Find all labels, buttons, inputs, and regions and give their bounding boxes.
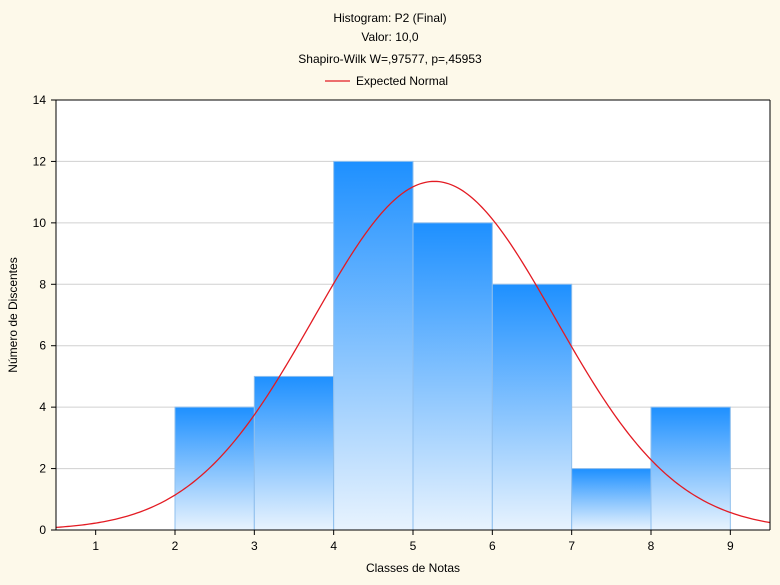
x-tick-label: 6 [489,539,496,553]
x-tick-label: 9 [727,539,734,553]
x-axis-label: Classes de Notas [366,561,460,575]
expected-normal-curve [56,180,770,529]
chart-title: Histogram: P2 (Final) [333,11,446,25]
y-tick-label: 2 [39,462,46,476]
x-tick-label: 8 [648,539,655,553]
y-tick-label: 0 [39,523,46,537]
histogram-bar-6 [571,468,652,531]
x-tick-label: 2 [172,539,179,553]
chart-subtitle-2: Shapiro-Wilk W=,97577, p=,45953 [298,52,482,66]
histogram-bar-5 [491,283,573,531]
histogram-bar-3 [333,160,414,531]
x-tick-label: 1 [92,539,99,553]
histogram-bar-1 [174,406,255,531]
y-tick-label: 4 [39,400,46,414]
histogram-bar-2 [253,375,335,531]
x-tick-label: 5 [410,539,417,553]
y-tick-label: 14 [33,93,47,107]
y-tick-label: 12 [33,154,47,168]
histogram-bars [174,160,731,531]
histogram-bar-4 [412,222,493,531]
normal-curve-layer [56,180,770,529]
histogram-bar-7 [650,406,731,531]
y-axis-label: Número de Discentes [6,257,20,372]
x-tick-label: 3 [251,539,258,553]
y-tick-label: 8 [39,277,46,291]
y-tick-label: 10 [33,216,47,230]
x-tick-label: 4 [330,539,337,553]
x-tick-label: 7 [568,539,575,553]
legend-label: Expected Normal [356,74,448,88]
legend: Expected Normal [325,74,448,88]
chart-subtitle-1: Valor: 10,0 [361,30,418,44]
y-tick-label: 6 [39,339,46,353]
